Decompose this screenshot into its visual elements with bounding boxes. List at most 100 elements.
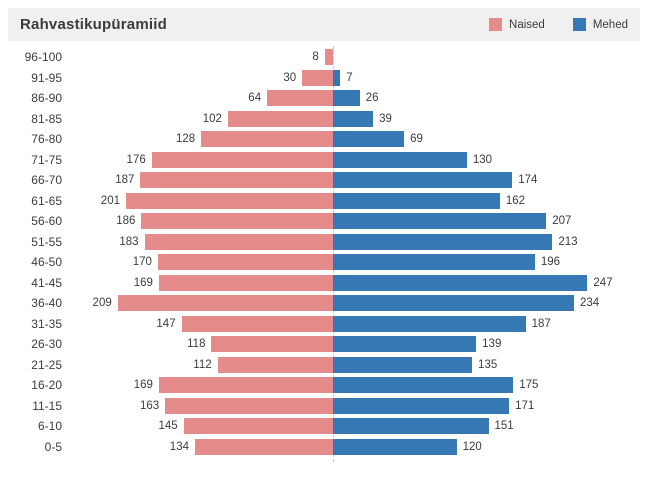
mehed-bar[interactable] bbox=[333, 438, 457, 455]
age-group-label: 36-40 bbox=[31, 296, 62, 311]
age-group-label: 61-65 bbox=[31, 193, 62, 208]
mehed-value-label: 174 bbox=[518, 174, 538, 187]
pyramid-row: 51-55 183 213 bbox=[0, 232, 650, 253]
chart-title: Rahvastikupüramiid bbox=[20, 16, 167, 33]
naised-bar[interactable] bbox=[141, 213, 333, 230]
mehed-bar[interactable] bbox=[333, 418, 489, 435]
naised-value-label: 169 bbox=[133, 276, 153, 289]
pyramid-chart-area: 96-100 8 91-95 30 7 86-90 64 26 81-85 102 39 76-80 1… bbox=[0, 42, 650, 483]
mehed-bar[interactable] bbox=[333, 172, 513, 189]
naised-value-label: 201 bbox=[100, 194, 120, 207]
mehed-bar[interactable] bbox=[333, 90, 360, 107]
naised-bar[interactable] bbox=[165, 397, 333, 414]
mehed-value-label: 7 bbox=[346, 71, 353, 84]
mehed-value-label: 207 bbox=[552, 215, 572, 228]
naised-bar[interactable] bbox=[302, 69, 333, 86]
age-group-label: 46-50 bbox=[31, 255, 62, 270]
naised-value-label: 145 bbox=[158, 420, 178, 433]
mehed-bar[interactable] bbox=[333, 397, 510, 414]
naised-bar[interactable] bbox=[157, 254, 333, 271]
naised-bar[interactable] bbox=[183, 418, 333, 435]
mehed-value-label: 247 bbox=[593, 276, 613, 289]
naised-value-label: 170 bbox=[132, 256, 152, 269]
naised-swatch-icon bbox=[489, 18, 503, 31]
naised-bar[interactable] bbox=[324, 49, 333, 66]
naised-bar[interactable] bbox=[181, 315, 333, 332]
pyramid-row: 26-30 118 139 bbox=[0, 334, 650, 355]
mehed-bar[interactable] bbox=[333, 377, 514, 394]
mehed-bar[interactable] bbox=[333, 192, 500, 209]
mehed-value-label: 39 bbox=[379, 112, 392, 125]
mehed-bar[interactable] bbox=[333, 274, 588, 291]
pyramid-row: 31-35 147 187 bbox=[0, 314, 650, 335]
pyramid-row: 11-15 163 171 bbox=[0, 396, 650, 417]
naised-value-label: 169 bbox=[133, 379, 153, 392]
age-group-label: 26-30 bbox=[31, 337, 62, 352]
naised-value-label: 209 bbox=[92, 297, 112, 310]
mehed-bar[interactable] bbox=[333, 131, 405, 148]
naised-value-label: 118 bbox=[187, 338, 206, 351]
mehed-bar[interactable] bbox=[333, 110, 374, 127]
mehed-bar[interactable] bbox=[333, 315, 526, 332]
mehed-value-label: 69 bbox=[410, 133, 423, 146]
naised-bar[interactable] bbox=[144, 233, 333, 250]
mehed-value-label: 135 bbox=[478, 358, 498, 371]
mehed-bar[interactable] bbox=[333, 151, 467, 168]
naised-value-label: 30 bbox=[283, 71, 297, 84]
naised-value-label: 147 bbox=[156, 317, 176, 330]
mehed-bar[interactable] bbox=[333, 213, 547, 230]
naised-bar[interactable] bbox=[117, 295, 333, 312]
age-group-label: 21-25 bbox=[31, 357, 62, 372]
mehed-bar[interactable] bbox=[333, 233, 553, 250]
age-group-label: 6-10 bbox=[37, 419, 62, 434]
naised-value-label: 176 bbox=[126, 153, 146, 166]
naised-value-label: 183 bbox=[119, 235, 139, 248]
age-group-label: 66-70 bbox=[31, 173, 62, 188]
naised-bar[interactable] bbox=[158, 274, 333, 291]
age-group-label: 11-15 bbox=[32, 398, 62, 413]
legend-item-mehed[interactable]: Mehed bbox=[572, 18, 628, 31]
naised-bar[interactable] bbox=[158, 377, 333, 394]
naised-value-label: 112 bbox=[193, 358, 212, 371]
naised-value-label: 8 bbox=[312, 51, 319, 64]
naised-bar[interactable] bbox=[151, 151, 333, 168]
naised-bar[interactable] bbox=[211, 336, 333, 353]
pyramid-row: 71-75 176 130 bbox=[0, 150, 650, 171]
chart-header: Rahvastikupüramiid Naised Mehed bbox=[8, 8, 640, 41]
naised-value-label: 64 bbox=[248, 92, 262, 105]
mehed-bar[interactable] bbox=[333, 356, 473, 373]
age-group-label: 31-35 bbox=[31, 316, 62, 331]
pyramid-row: 0-5 134 120 bbox=[0, 437, 650, 458]
naised-value-label: 163 bbox=[139, 399, 160, 412]
naised-value-label: 134 bbox=[169, 440, 189, 453]
mehed-bar[interactable] bbox=[333, 336, 477, 353]
age-group-label: 41-45 bbox=[31, 275, 62, 290]
naised-value-label: 187 bbox=[115, 174, 135, 187]
mehed-value-label: 196 bbox=[540, 256, 561, 269]
naised-bar[interactable] bbox=[201, 131, 333, 148]
legend-label-naised: Naised bbox=[509, 18, 545, 31]
naised-bar[interactable] bbox=[140, 172, 333, 189]
naised-bar[interactable] bbox=[217, 356, 333, 373]
center-axis-line bbox=[333, 46, 334, 462]
pyramid-row: 41-45 169 247 bbox=[0, 273, 650, 294]
age-group-label: 81-85 bbox=[31, 111, 62, 126]
mehed-value-label: 171 bbox=[515, 399, 535, 412]
mehed-value-label: 120 bbox=[462, 440, 482, 453]
age-group-label: 16-20 bbox=[31, 378, 62, 393]
mehed-bar[interactable] bbox=[333, 69, 341, 86]
naised-bar[interactable] bbox=[125, 192, 333, 209]
legend-item-naised[interactable]: Naised bbox=[489, 18, 545, 31]
age-group-label: 56-60 bbox=[31, 214, 62, 229]
naised-value-label: 102 bbox=[202, 112, 222, 125]
pyramid-row: 81-85 102 39 bbox=[0, 109, 650, 130]
naised-bar[interactable] bbox=[267, 90, 333, 107]
naised-bar[interactable] bbox=[227, 110, 333, 127]
age-group-label: 0-5 bbox=[44, 439, 62, 454]
mehed-bar[interactable] bbox=[333, 295, 575, 312]
naised-bar[interactable] bbox=[194, 438, 333, 455]
mehed-value-label: 26 bbox=[365, 92, 379, 105]
mehed-bar[interactable] bbox=[333, 254, 535, 271]
mehed-value-label: 151 bbox=[494, 420, 514, 433]
